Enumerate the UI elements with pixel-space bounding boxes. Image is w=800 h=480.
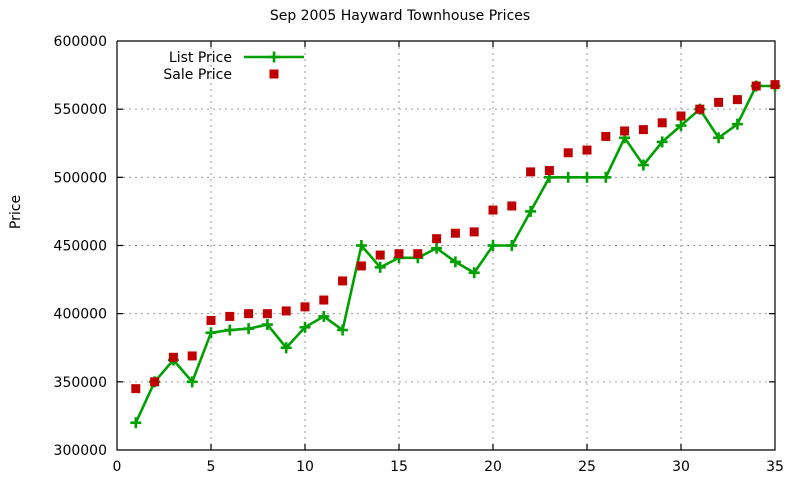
x-tick-labels: 0 5 10 15 20 25 30 35 (113, 459, 784, 475)
list-price-point (713, 132, 725, 144)
list-price-point (355, 240, 367, 251)
list-price-point (449, 256, 461, 268)
sale-price-point (507, 201, 517, 211)
list-price-point (506, 240, 518, 251)
list-price-point (468, 267, 480, 279)
sale-price-point (488, 205, 498, 215)
y-tick-label: 500000 (54, 170, 107, 186)
list-price-point (637, 159, 649, 171)
sale-price-point (432, 234, 442, 244)
sale-price-point (150, 377, 160, 387)
x-tick-label: 25 (578, 459, 596, 475)
x-tick-label: 5 (207, 459, 216, 475)
sale-price-point (657, 118, 667, 128)
sale-price-point (356, 261, 366, 271)
x-tick-label: 0 (113, 459, 122, 475)
list-price-point (656, 136, 668, 148)
sale-price-point (300, 302, 310, 312)
sale-price-point (168, 352, 178, 362)
sale-price-point (338, 276, 348, 286)
sale-price-point (469, 227, 479, 237)
y-tick-label: 450000 (54, 239, 107, 255)
list-price-point (280, 342, 292, 354)
list-price-point (243, 323, 255, 335)
sale-price-point (563, 148, 573, 158)
list-price-point (337, 324, 349, 336)
sale-price-point (375, 250, 385, 260)
sale-price-point (394, 249, 404, 259)
sale-price-point (638, 125, 648, 135)
legend-label-1: Sale Price (163, 67, 232, 83)
sale-price-point (225, 311, 235, 321)
y-tick-label: 600000 (54, 34, 107, 50)
list-price-point (600, 171, 612, 183)
sale-price-point (526, 167, 536, 177)
list-price-line (134, 84, 775, 424)
sale-price-point (450, 228, 460, 238)
y-tick-label: 550000 (54, 102, 107, 118)
sale-price-point (601, 131, 611, 141)
sale-price-point (751, 81, 761, 91)
list-price-point (261, 319, 273, 331)
list-price-point (299, 321, 311, 333)
grid-lines (117, 41, 775, 450)
list-price-point (318, 310, 330, 322)
list-price-point (525, 205, 537, 217)
list-price-point (562, 171, 574, 183)
sale-price-point (244, 309, 254, 319)
list-price-point (731, 118, 743, 130)
plot-border (116, 40, 776, 451)
list-price-point (130, 417, 142, 429)
sale-price-point (770, 80, 780, 90)
sale-price-point (544, 166, 554, 176)
series-list-price (130, 80, 781, 429)
sale-price-point (582, 145, 592, 155)
list-price-point (224, 324, 236, 336)
sale-price-point (262, 309, 272, 319)
sale-price-point (206, 315, 216, 325)
x-tick-label: 20 (484, 459, 502, 475)
sale-price-point (676, 111, 686, 121)
list-price-point (581, 171, 593, 183)
sale-price-point (131, 384, 141, 394)
sale-price-point (281, 306, 291, 316)
list-price-point (374, 261, 386, 273)
legend-label-0: List Price (169, 50, 232, 66)
sale-price-point (732, 95, 742, 105)
x-tick-label: 15 (390, 459, 408, 475)
sale-price-point (714, 97, 724, 107)
sale-price-point (413, 249, 423, 259)
y-tick-label: 350000 (54, 375, 107, 391)
sale-price-point (187, 351, 197, 361)
sale-price-point (620, 126, 630, 136)
y-tick-labels: 300000 350000 400000 450000 500000 550000 6000… (54, 34, 107, 459)
sale-price-point (319, 295, 329, 305)
list-price-point (205, 327, 217, 339)
sale-price-point (695, 104, 705, 114)
legend-swatch-sale-price (269, 69, 279, 79)
x-tick-label: 30 (672, 459, 690, 475)
chart-title: Sep 2005 Hayward Townhouse Prices (269, 8, 531, 24)
y-tick-label: 300000 (54, 443, 107, 459)
list-price-point (675, 120, 687, 132)
list-price-point (487, 240, 499, 251)
list-price-point (186, 376, 198, 388)
list-price-point (431, 242, 443, 254)
x-tick-label: 10 (296, 459, 314, 475)
y-tick-label: 400000 (54, 307, 107, 323)
series-sale-price (131, 80, 780, 394)
x-tick-label: 35 (766, 459, 784, 475)
tick-marks (117, 41, 775, 450)
